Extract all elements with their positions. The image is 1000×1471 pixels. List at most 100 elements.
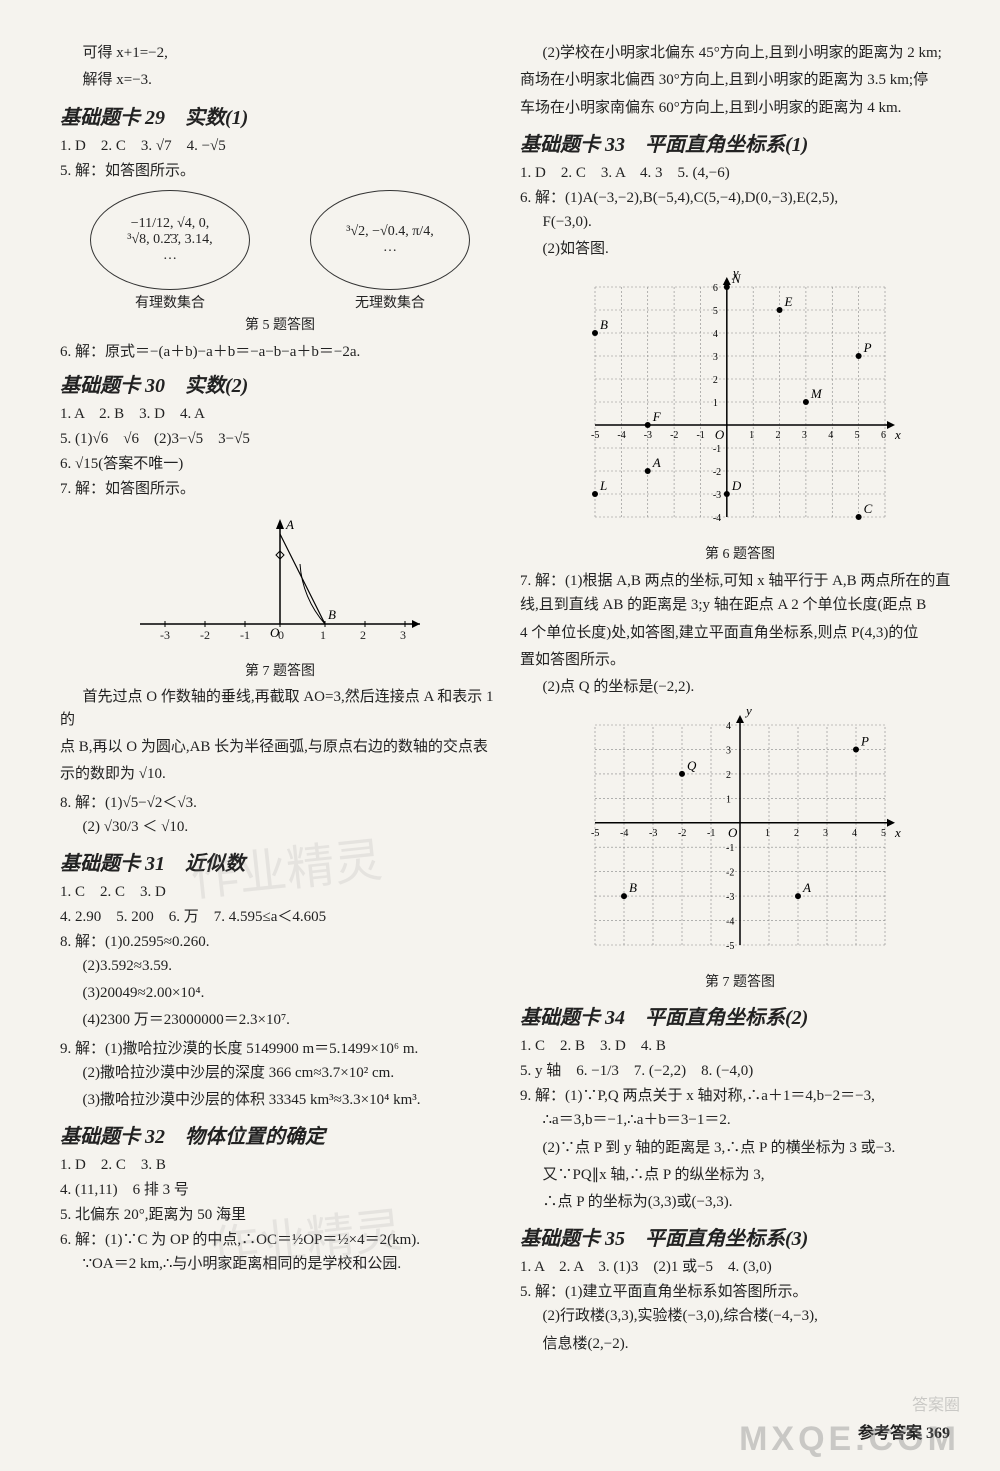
svg-text:2: 2 bbox=[360, 628, 366, 642]
card-35-title: 基础题卡 35 平面直角坐标系(3) bbox=[520, 1222, 960, 1251]
card-29-answers: 1. D 2. C 3. √7 4. −√5 bbox=[60, 134, 500, 155]
svg-text:4: 4 bbox=[713, 329, 718, 340]
svg-text:x: x bbox=[894, 427, 901, 442]
text: 5. 解：如答图所示。 bbox=[60, 159, 500, 180]
svg-text:-5: -5 bbox=[591, 430, 599, 441]
svg-text:-4: -4 bbox=[726, 917, 734, 928]
card-31-answers: 1. C 2. C 3. D bbox=[60, 880, 500, 901]
svg-text:1: 1 bbox=[749, 430, 754, 441]
svg-text:A: A bbox=[802, 880, 811, 895]
svg-text:5: 5 bbox=[881, 828, 886, 839]
text: (3)撒哈拉沙漠中沙层的体积 33345 km³≈3.3×10⁴ km³. bbox=[60, 1089, 500, 1112]
text: (2)∵点 P 到 y 轴的距离是 3,∴点 P 的横坐标为 3 或−3. bbox=[520, 1137, 960, 1160]
svg-text:-3: -3 bbox=[726, 892, 734, 903]
svg-text:5: 5 bbox=[855, 430, 860, 441]
text: 信息楼(2,−2). bbox=[520, 1333, 960, 1356]
text: 首先过点 O 作数轴的垂线,再截取 AO=3,然后连接点 A 和表示 1 的 bbox=[60, 686, 500, 733]
text: 点 B,再以 O 为圆心,AB 长为半径画弧,与原点右边的数轴的交点表 bbox=[60, 736, 500, 759]
coord-grid-7: xyO-5-4-3-2-112345-5-4-3-2-11234PQAB bbox=[575, 705, 905, 965]
svg-text:L: L bbox=[599, 478, 607, 493]
svg-text:C: C bbox=[864, 501, 873, 516]
text: 5. 解：(1)建立平面直角坐标系如答图所示。 bbox=[520, 1280, 960, 1301]
fig6-caption: 第 6 题答图 bbox=[520, 543, 960, 563]
text: 置如答图所示。 bbox=[520, 649, 960, 672]
page: 可得 x+1=−2, 解得 x=−3. 基础题卡 29 实数(1) 1. D 2… bbox=[60, 40, 970, 1441]
text: 4. (11,11) 6 排 3 号 bbox=[60, 1178, 500, 1199]
svg-text:-4: -4 bbox=[620, 828, 628, 839]
card-29-title: 基础题卡 29 实数(1) bbox=[60, 101, 500, 130]
text: 可得 x+1=−2, bbox=[60, 42, 500, 65]
svg-text:A: A bbox=[652, 455, 661, 470]
svg-text:-2: -2 bbox=[678, 828, 686, 839]
svg-text:D: D bbox=[731, 478, 742, 493]
text: ∵OA＝2 km,∴与小明家距离相同的是学校和公园. bbox=[60, 1253, 500, 1276]
text: (2)点 Q 的坐标是(−2,2). bbox=[520, 676, 960, 699]
text: 解得 x=−3. bbox=[60, 69, 500, 92]
text: (2)如答图. bbox=[520, 238, 960, 261]
svg-text:O: O bbox=[270, 625, 280, 640]
svg-text:6: 6 bbox=[713, 283, 718, 294]
irrational-label: 无理数集合 bbox=[355, 292, 425, 312]
svg-text:-1: -1 bbox=[726, 843, 734, 854]
svg-text:-1: -1 bbox=[707, 828, 715, 839]
rational-label: 有理数集合 bbox=[135, 292, 205, 312]
svg-text:2: 2 bbox=[794, 828, 799, 839]
text: ∴点 P 的坐标为(3,3)或(−3,3). bbox=[520, 1191, 960, 1214]
svg-text:2: 2 bbox=[713, 375, 718, 386]
svg-text:F: F bbox=[652, 409, 662, 424]
svg-text:-2: -2 bbox=[713, 467, 721, 478]
card-30-title: 基础题卡 30 实数(2) bbox=[60, 369, 500, 398]
card-33-answers: 1. D 2. C 3. A 4. 3 5. (4,−6) bbox=[520, 161, 960, 182]
text: 8. 解：(1)0.2595≈0.260. bbox=[60, 930, 500, 951]
svg-text:-1: -1 bbox=[713, 444, 721, 455]
card-34-answers: 1. C 2. B 3. D 4. B bbox=[520, 1034, 960, 1055]
svg-text:1: 1 bbox=[765, 828, 770, 839]
text: (4)2300 万＝23000000＝2.3×10⁷. bbox=[60, 1009, 500, 1032]
svg-text:P: P bbox=[860, 734, 869, 749]
card-34-title: 基础题卡 34 平面直角坐标系(2) bbox=[520, 1001, 960, 1030]
svg-text:-5: -5 bbox=[726, 941, 734, 952]
svg-text:N: N bbox=[731, 271, 742, 286]
svg-text:P: P bbox=[863, 340, 872, 355]
number-line-figure: -3-2-1 0123 A B O bbox=[130, 504, 430, 654]
svg-text:4: 4 bbox=[852, 828, 857, 839]
text: 4. 2.90 5. 200 6. 万 7. 4.595≤a＜4.605 bbox=[60, 905, 500, 926]
site-url: MXQE.COM bbox=[739, 1417, 960, 1461]
text: (2)学校在小明家北偏东 45°方向上,且到小明家的距离为 2 km; bbox=[520, 42, 960, 65]
svg-text:-3: -3 bbox=[160, 628, 170, 642]
svg-text:1: 1 bbox=[726, 795, 731, 806]
svg-text:y: y bbox=[744, 705, 752, 718]
svg-text:1: 1 bbox=[320, 628, 326, 642]
text: 6. 解：原式＝−(a＋b)−a＋b＝−a−b−a＋b＝−2a. bbox=[60, 340, 500, 361]
svg-text:-4: -4 bbox=[617, 430, 625, 441]
irrational-set: ³√2, −√0.4, π/4, … bbox=[310, 190, 470, 290]
text: (2)撒哈拉沙漠中沙层的深度 366 cm≈3.7×10² cm. bbox=[60, 1062, 500, 1085]
text: 线,且到直线 AB 的距离是 3;y 轴在距点 A 2 个单位长度(距点 B bbox=[520, 594, 960, 617]
text: 9. 解：(1)∵P,Q 两点关于 x 轴对称,∴a＋1＝4,b−2＝−3, bbox=[520, 1084, 960, 1105]
svg-text:3: 3 bbox=[400, 628, 406, 642]
fig5-caption: 第 5 题答图 bbox=[60, 314, 500, 334]
svg-text:-2: -2 bbox=[670, 430, 678, 441]
right-column: (2)学校在小明家北偏东 45°方向上,且到小明家的距离为 2 km; 商场在小… bbox=[520, 40, 960, 1441]
svg-text:M: M bbox=[810, 386, 823, 401]
svg-text:6: 6 bbox=[881, 430, 886, 441]
svg-text:4: 4 bbox=[828, 430, 833, 441]
text: 4 个单位长度)处,如答图,建立平面直角坐标系,则点 P(4,3)的位 bbox=[520, 622, 960, 645]
svg-text:5: 5 bbox=[713, 306, 718, 317]
svg-text:-1: -1 bbox=[696, 430, 704, 441]
text: (3)20049≈2.00×10⁴. bbox=[60, 982, 500, 1005]
svg-text:3: 3 bbox=[823, 828, 828, 839]
text: ∴a＝3,b＝−1,∴a＋b＝3−1＝2. bbox=[520, 1109, 960, 1132]
svg-text:-4: -4 bbox=[713, 513, 721, 524]
svg-text:O: O bbox=[715, 427, 725, 442]
svg-text:B: B bbox=[328, 607, 336, 622]
svg-text:B: B bbox=[629, 880, 637, 895]
svg-text:1: 1 bbox=[713, 398, 718, 409]
site-name: 答案圈 bbox=[739, 1396, 960, 1417]
fig7b-caption: 第 7 题答图 bbox=[520, 971, 960, 991]
svg-text:3: 3 bbox=[713, 352, 718, 363]
svg-text:-3: -3 bbox=[713, 490, 721, 501]
svg-text:3: 3 bbox=[726, 746, 731, 757]
card-30-answers: 1. A 2. B 3. D 4. A bbox=[60, 402, 500, 423]
svg-text:Q: Q bbox=[687, 758, 697, 773]
